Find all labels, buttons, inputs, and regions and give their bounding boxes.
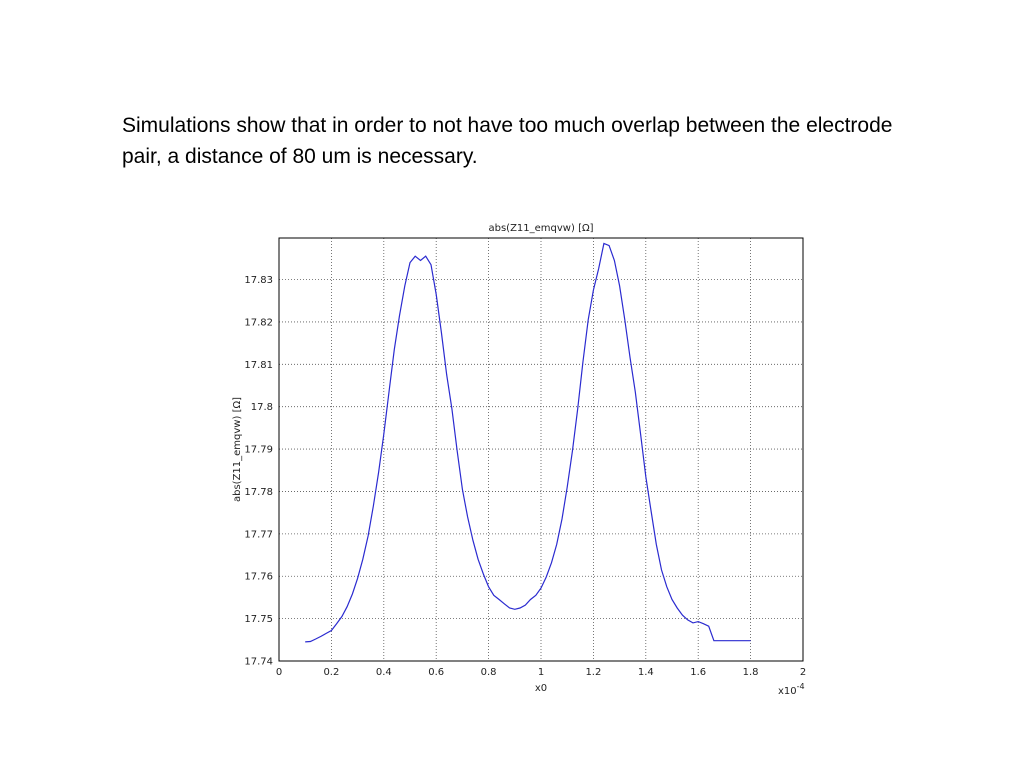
x-tick-label: 1.6	[690, 667, 706, 678]
series-line-abs-z11	[305, 242, 751, 643]
x-tick-label: 0.8	[481, 667, 497, 678]
plot-frame	[278, 237, 804, 662]
x-axis-label: x0	[535, 683, 547, 694]
x-tick-label: 0.2	[323, 667, 339, 678]
axis-ticks: 0 0.2 0.4 0.6 0.8 1 1.2 1.4 1.6 1.8 2 17.74 17.75 17.…	[244, 275, 806, 678]
y-tick-label: 17.8	[251, 402, 273, 413]
y-tick-label: 17.74	[244, 657, 273, 668]
x-tick-label: 0	[276, 667, 282, 678]
x-tick-label: 1.4	[638, 667, 654, 678]
y-tick-label: 17.77	[244, 529, 273, 540]
x-axis-multiplier-base: x10	[778, 686, 797, 697]
y-tick-label: 17.79	[244, 445, 273, 456]
y-tick-label: 17.76	[244, 572, 273, 583]
x-tick-label: 0.4	[376, 667, 392, 678]
y-tick-label: 17.82	[244, 317, 273, 328]
x-tick-label: 1	[538, 667, 544, 678]
x-tick-label: 1.8	[743, 667, 759, 678]
x-axis-multiplier-exponent: -4	[797, 682, 805, 691]
slide-body-text: Simulations show that in order to not ha…	[122, 114, 893, 168]
x-tick-label: 2	[800, 667, 806, 678]
y-tick-label: 17.75	[244, 614, 273, 625]
x-axis-multiplier: x10-4	[778, 682, 805, 697]
y-tick-label: 17.78	[244, 487, 273, 498]
chart-grid	[279, 238, 803, 661]
chart-title: abs(Z11_emqvw) [Ω]	[488, 223, 593, 234]
x-tick-label: 1.2	[585, 667, 601, 678]
y-tick-label: 17.81	[244, 360, 273, 371]
x-tick-label: 0.6	[428, 667, 444, 678]
y-tick-label: 17.83	[244, 275, 273, 286]
y-axis-label: abs(Z11_emqvw) [Ω]	[232, 397, 243, 502]
